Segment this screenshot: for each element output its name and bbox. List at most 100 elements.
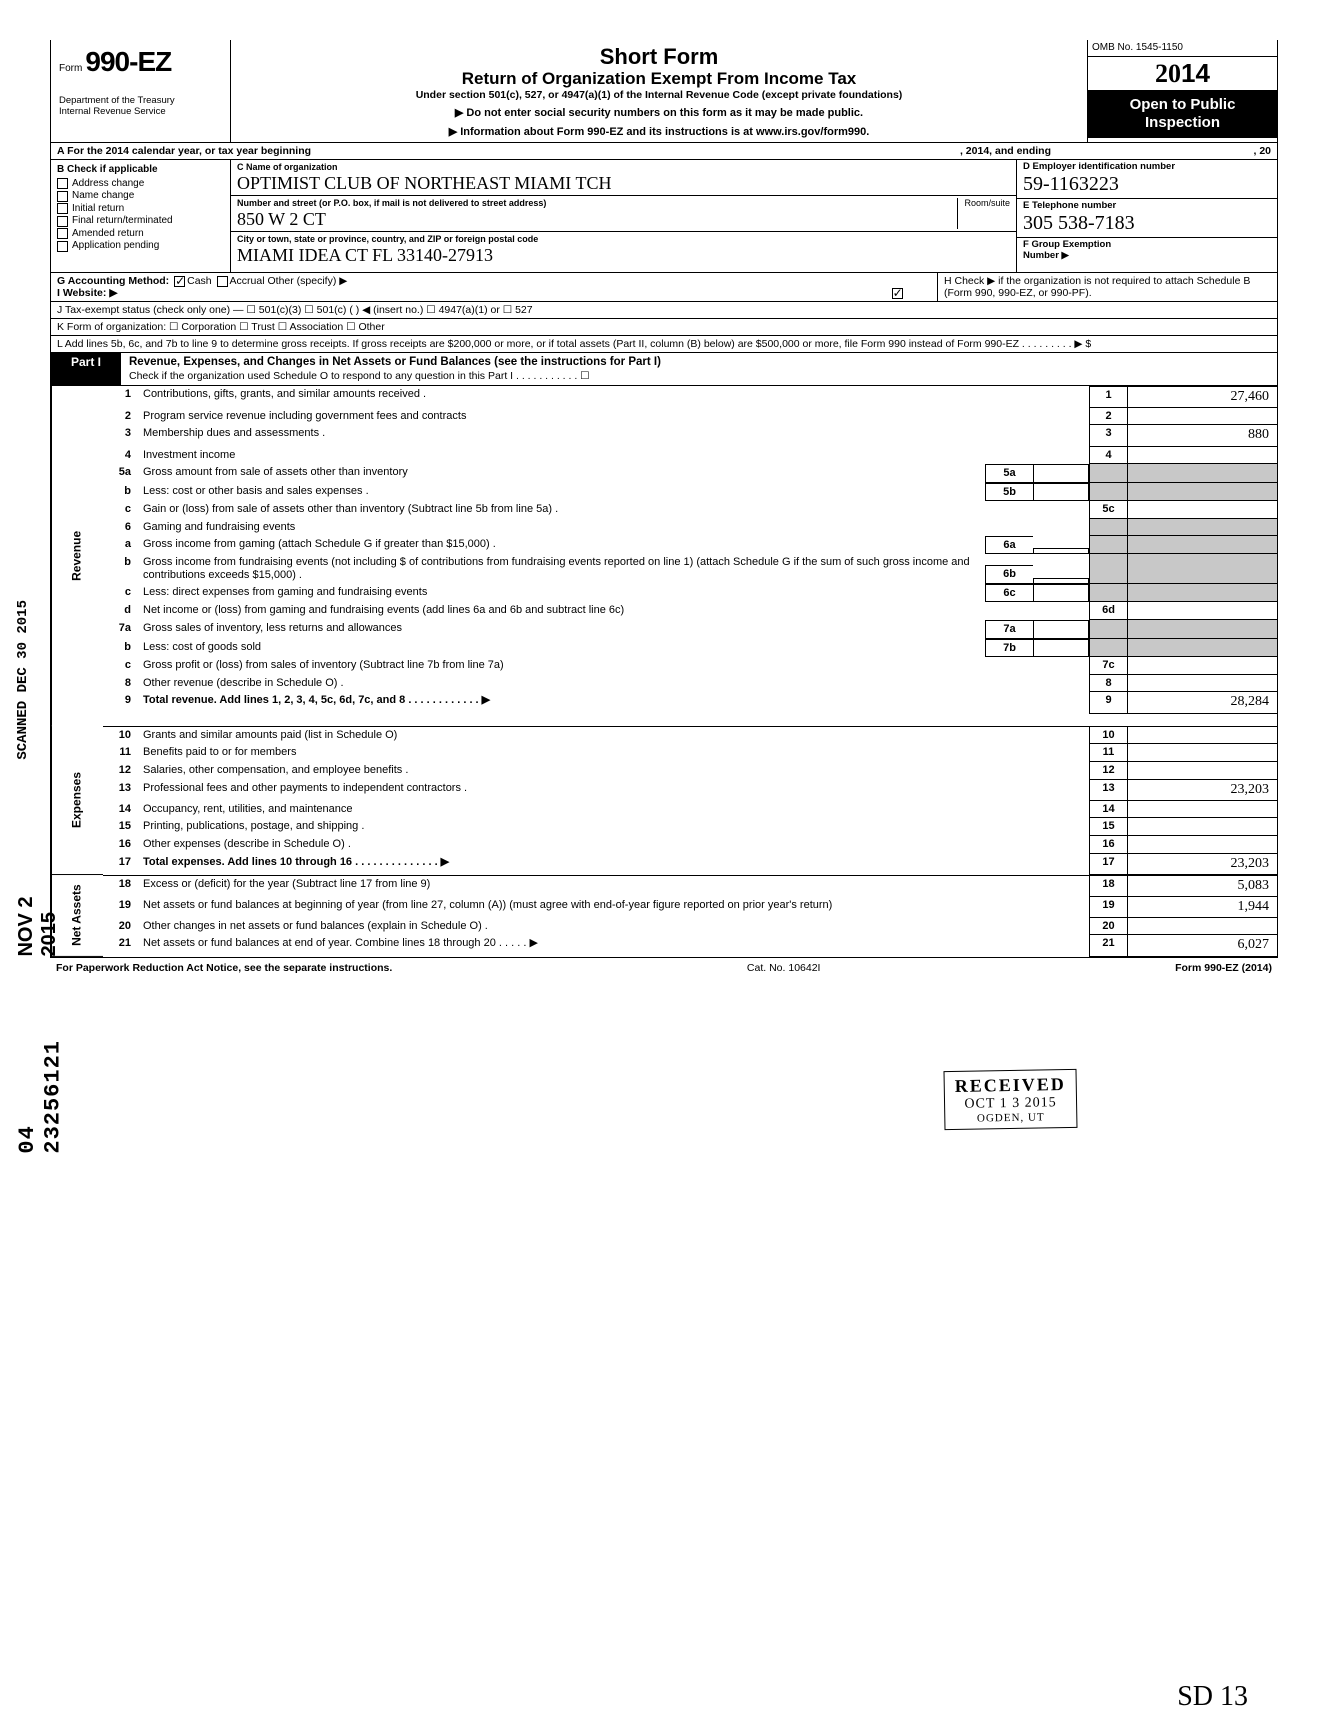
side-expenses: Expenses	[51, 726, 103, 875]
line18-val[interactable]: 5,083	[1127, 875, 1277, 897]
line21-val[interactable]: 6,027	[1127, 935, 1277, 956]
chk-name-change[interactable]: Name change	[57, 190, 224, 202]
line19-val[interactable]: 1,944	[1127, 897, 1277, 918]
line20-val[interactable]	[1127, 918, 1277, 936]
line9-desc: Total revenue. Add lines 1, 2, 3, 4, 5c,…	[139, 692, 1089, 713]
side-net-assets: Net Assets	[51, 875, 103, 957]
row-a-tax-year: A For the 2014 calendar year, or tax yea…	[51, 143, 1277, 160]
line7c-desc: Gross profit or (loss) from sales of inv…	[139, 657, 1089, 675]
chk-cash[interactable]	[174, 276, 185, 287]
city-label: City or town, state or province, country…	[237, 234, 1010, 244]
line7b-val[interactable]	[1033, 639, 1089, 658]
line6c-val[interactable]	[1033, 584, 1089, 603]
part1-tag: Part I	[51, 353, 121, 384]
dept-line2: Internal Revenue Service	[59, 107, 222, 117]
omb-number: OMB No. 1545-1150	[1088, 40, 1277, 57]
ein-value: 59-1163223	[1023, 173, 1271, 196]
line19-desc: Net assets or fund balances at beginning…	[139, 897, 1089, 918]
col-b-header: B Check if applicable	[57, 164, 224, 176]
line4-val[interactable]	[1127, 447, 1277, 465]
phone-label: E Telephone number	[1023, 201, 1271, 212]
chk-application-pending[interactable]: Application pending	[57, 240, 224, 252]
scanned-stamp: SCANNED DEC 30 2015	[15, 600, 31, 760]
line3-val[interactable]: 880	[1127, 425, 1277, 446]
line17-desc: Total expenses. Add lines 10 through 16 …	[139, 854, 1089, 875]
part1-title: Revenue, Expenses, and Changes in Net As…	[121, 353, 1277, 384]
line6a-desc: Gross income from gaming (attach Schedul…	[139, 536, 985, 555]
address-value: 850 W 2 CT	[237, 209, 1010, 230]
form-prefix: Form	[59, 63, 82, 74]
line1-desc: Contributions, gifts, grants, and simila…	[139, 386, 1089, 408]
line13-val[interactable]: 23,203	[1127, 780, 1277, 801]
line10-desc: Grants and similar amounts paid (list in…	[139, 726, 1089, 745]
side-revenue: Revenue	[51, 386, 103, 726]
address-label: Number and street (or P.O. box, if mail …	[237, 198, 1010, 208]
bottom-handwriting: SD 13	[1177, 1681, 1248, 1713]
col-c-name-address: C Name of organization OPTIMIST CLUB OF …	[231, 160, 1017, 272]
line14-desc: Occupancy, rent, utilities, and maintena…	[139, 801, 1089, 819]
line11-val[interactable]	[1127, 744, 1277, 762]
line14-val[interactable]	[1127, 801, 1277, 819]
line6b-desc: Gross income from fundraising events (no…	[139, 554, 985, 583]
title-return: Return of Organization Exempt From Incom…	[239, 69, 1079, 89]
line16-val[interactable]	[1127, 836, 1277, 854]
line16-desc: Other expenses (describe in Schedule O) …	[139, 836, 1089, 854]
city-value: MIAMI IDEA CT FL 33140-27913	[237, 245, 1010, 266]
header: Form 990-EZ Department of the Treasury I…	[51, 40, 1277, 143]
form-number: 990-EZ	[85, 46, 171, 77]
line1-val[interactable]: 27,460	[1127, 386, 1277, 408]
line7b-desc: Less: cost of goods sold	[139, 639, 985, 658]
line7a-desc: Gross sales of inventory, less returns a…	[139, 620, 985, 639]
form-page: SCANNED DEC 30 2015 NOV 2 2015 04 232561…	[50, 40, 1278, 958]
line12-val[interactable]	[1127, 762, 1277, 780]
title-box: Short Form Return of Organization Exempt…	[231, 40, 1087, 142]
line2-desc: Program service revenue including govern…	[139, 408, 1089, 426]
line5a-val[interactable]	[1033, 464, 1089, 483]
line6a-val[interactable]	[1033, 548, 1089, 554]
ein-label: D Employer identification number	[1023, 162, 1271, 173]
group-exemption-number: Number ▶	[1023, 251, 1271, 262]
chk-initial-return[interactable]: Initial return	[57, 203, 224, 215]
line5b-val[interactable]	[1033, 483, 1089, 502]
line5b-desc: Less: cost or other basis and sales expe…	[139, 483, 985, 502]
line6c-desc: Less: direct expenses from gaming and fu…	[139, 584, 985, 603]
chk-address-change[interactable]: Address change	[57, 178, 224, 190]
org-name-value: OPTIMIST CLUB OF NORTHEAST MIAMI TCH	[237, 173, 1010, 194]
instruction-ssn: ▶ Do not enter social security numbers o…	[239, 107, 1079, 120]
line7c-val[interactable]	[1127, 657, 1277, 675]
instruction-info: ▶ Information about Form 990-EZ and its …	[239, 126, 1079, 139]
form-number-box: Form 990-EZ Department of the Treasury I…	[51, 40, 231, 142]
footer: For Paperwork Reduction Act Notice, see …	[50, 958, 1278, 978]
chk-accrual[interactable]	[217, 276, 228, 287]
footer-paperwork: For Paperwork Reduction Act Notice, see …	[56, 962, 392, 974]
line4-desc: Investment income	[139, 447, 1089, 465]
chk-amended-return[interactable]: Amended return	[57, 228, 224, 240]
line5c-val[interactable]	[1127, 501, 1277, 519]
row-l-gross-receipts: L Add lines 5b, 6c, and 7b to line 9 to …	[51, 336, 1277, 353]
col-b-checkboxes: B Check if applicable Address change Nam…	[51, 160, 231, 272]
part1-grid: Revenue 1 Contributions, gifts, grants, …	[51, 386, 1277, 957]
line6d-val[interactable]	[1127, 602, 1277, 620]
tax-year: 2014	[1088, 57, 1277, 91]
line21-desc: Net assets or fund balances at end of ye…	[139, 935, 1089, 956]
line6-desc: Gaming and fundraising events	[139, 519, 1089, 536]
line8-val[interactable]	[1127, 675, 1277, 693]
line15-val[interactable]	[1127, 818, 1277, 836]
line7a-val[interactable]	[1033, 620, 1089, 639]
chk-schedule-b[interactable]	[892, 288, 903, 299]
org-name-label: C Name of organization	[237, 162, 1010, 172]
part1-header: Part I Revenue, Expenses, and Changes in…	[51, 353, 1277, 385]
line17-val[interactable]: 23,203	[1127, 854, 1277, 875]
col-de-ids: D Employer identification number 59-1163…	[1017, 160, 1277, 272]
title-short-form: Short Form	[239, 44, 1079, 69]
line10-val[interactable]	[1127, 726, 1277, 745]
row-j-tax-exempt: J Tax-exempt status (check only one) — ☐…	[51, 302, 1277, 319]
line9-val[interactable]: 28,284	[1127, 692, 1277, 713]
sequence-number: 04 23256121	[15, 1040, 66, 1154]
line6d-desc: Net income or (loss) from gaming and fun…	[139, 602, 1089, 620]
chk-final-return[interactable]: Final return/terminated	[57, 215, 224, 227]
line15-desc: Printing, publications, postage, and shi…	[139, 818, 1089, 836]
section-entity-info: B Check if applicable Address change Nam…	[51, 160, 1277, 273]
line8-desc: Other revenue (describe in Schedule O) .	[139, 675, 1089, 693]
line2-val[interactable]	[1127, 408, 1277, 426]
